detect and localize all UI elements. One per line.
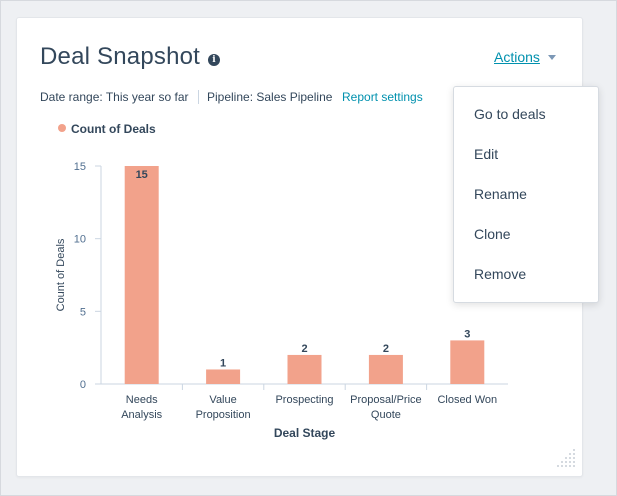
data-label: 15 <box>136 169 148 181</box>
x-tick-label: Value <box>209 394 236 406</box>
x-tick-label: Prospecting <box>275 394 333 406</box>
x-tick-label: Analysis <box>121 409 162 421</box>
legend-swatch <box>58 124 66 132</box>
menu-item-edit[interactable]: Edit <box>474 146 499 162</box>
pipeline-label: Pipeline: Sales Pipeline <box>207 90 333 104</box>
meta-divider <box>198 90 199 104</box>
y-tick-label: 10 <box>74 234 86 246</box>
report-settings-link[interactable]: Report settings <box>342 90 423 104</box>
data-label: 1 <box>220 357 226 369</box>
bar <box>206 369 241 384</box>
x-tick-label: Needs <box>126 394 158 406</box>
actions-dropdown-button[interactable]: Actions <box>494 49 540 65</box>
x-tick-label: Proposition <box>196 409 251 421</box>
caret-down-icon[interactable] <box>548 55 556 60</box>
y-tick-label: 5 <box>80 306 86 318</box>
y-axis-title: Count of Deals <box>55 238 67 311</box>
page-title: Deal Snapshot <box>40 43 201 70</box>
actions-menu: Go to deals Edit Rename Clone Remove <box>453 86 599 303</box>
menu-item-remove[interactable]: Remove <box>474 266 527 282</box>
x-tick-label: Quote <box>371 409 401 421</box>
y-tick-label: 15 <box>74 161 86 173</box>
menu-item-rename[interactable]: Rename <box>474 186 527 202</box>
date-range-label: Date range: This year so far <box>40 90 189 104</box>
x-axis-title: Deal Stage <box>274 426 336 440</box>
menu-item-go-to-deals[interactable]: Go to deals <box>474 106 546 122</box>
bar <box>287 354 322 384</box>
menu-item-clone[interactable]: Clone <box>474 226 511 242</box>
x-tick-label: Proposal/Price <box>350 394 422 406</box>
bar <box>450 340 485 384</box>
x-tick-label: Closed Won <box>437 394 497 406</box>
data-label: 2 <box>301 343 307 355</box>
info-icon[interactable]: i <box>208 54 220 66</box>
data-label: 2 <box>383 343 389 355</box>
bar <box>368 354 403 384</box>
legend-label: Count of Deals <box>71 122 156 136</box>
y-tick-label: 0 <box>80 379 86 391</box>
data-label: 3 <box>464 328 470 340</box>
resize-handle-icon[interactable] <box>552 448 578 472</box>
bar <box>124 166 159 384</box>
